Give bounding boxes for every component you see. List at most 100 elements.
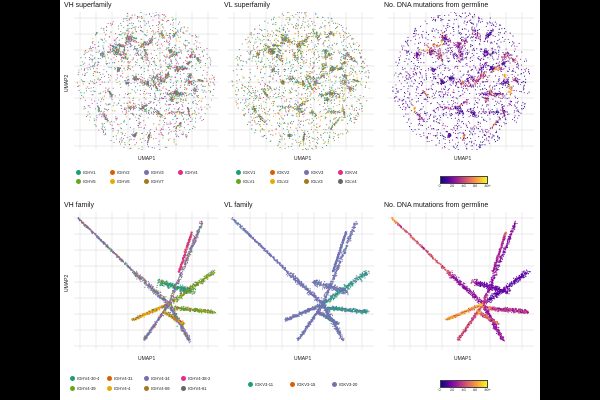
data-point — [172, 29, 174, 32]
data-point — [317, 56, 319, 58]
data-point — [269, 80, 271, 82]
data-point — [131, 75, 133, 77]
data-point — [135, 26, 137, 28]
data-point — [159, 97, 161, 99]
data-point — [124, 34, 126, 36]
data-point — [200, 100, 202, 102]
data-point — [341, 80, 343, 82]
data-point — [281, 45, 283, 47]
data-point — [149, 133, 151, 135]
data-point — [125, 54, 128, 56]
data-point — [150, 63, 153, 66]
data-point — [161, 32, 163, 34]
data-point — [257, 90, 259, 92]
data-point — [244, 115, 246, 117]
data-point — [333, 123, 336, 125]
data-point — [133, 49, 135, 51]
y-axis-label: UMAP2 — [64, 75, 70, 92]
data-point — [125, 44, 127, 46]
data-point — [116, 77, 118, 79]
data-point — [324, 131, 326, 133]
data-point — [76, 82, 78, 84]
data-point — [304, 148, 307, 150]
data-point — [120, 127, 122, 130]
data-point — [294, 90, 296, 92]
data-point — [184, 66, 186, 68]
data-point — [135, 61, 137, 63]
data-point — [195, 47, 197, 49]
data-point — [185, 56, 188, 58]
data-point — [237, 98, 239, 100]
data-point — [110, 74, 112, 76]
data-point — [300, 123, 302, 125]
data-point — [307, 130, 309, 132]
data-point — [309, 48, 311, 50]
data-point — [343, 58, 345, 60]
data-point — [126, 81, 128, 83]
data-point — [124, 47, 126, 49]
data-point — [176, 102, 178, 105]
data-point — [122, 44, 124, 46]
data-point — [165, 76, 167, 78]
data-point — [313, 70, 315, 72]
data-point — [157, 80, 159, 82]
data-point — [158, 85, 160, 88]
data-point — [179, 112, 181, 114]
data-point — [102, 55, 104, 57]
data-point — [311, 78, 314, 80]
data-point — [134, 144, 136, 146]
data-point — [183, 92, 185, 94]
data-point — [304, 17, 306, 19]
data-point — [311, 51, 313, 53]
data-point — [140, 113, 142, 115]
data-point — [163, 96, 166, 98]
data-point — [174, 97, 176, 99]
data-point — [112, 87, 114, 89]
data-point — [284, 115, 286, 117]
data-point — [318, 60, 320, 62]
data-point — [253, 114, 255, 116]
data-point — [335, 43, 337, 45]
data-point — [88, 87, 90, 90]
data-point — [267, 33, 269, 35]
data-point — [283, 37, 285, 39]
data-point — [133, 38, 136, 40]
data-point — [235, 104, 238, 106]
data-point — [169, 38, 171, 40]
data-point — [164, 146, 166, 148]
data-point — [139, 80, 142, 82]
data-point — [194, 67, 196, 70]
legend-swatch — [110, 179, 115, 185]
data-point — [187, 42, 189, 44]
data-point — [274, 113, 276, 115]
data-point — [92, 90, 94, 92]
data-point — [198, 60, 200, 62]
data-point — [153, 49, 155, 52]
data-point — [209, 106, 211, 108]
data-point — [206, 53, 208, 55]
data-point — [166, 41, 168, 43]
data-point — [291, 54, 294, 56]
data-point — [114, 59, 116, 61]
data-point — [130, 39, 132, 41]
data-point — [113, 51, 115, 53]
data-point — [109, 43, 111, 45]
data-point — [214, 84, 216, 86]
data-point — [121, 133, 123, 135]
data-point — [175, 98, 177, 100]
data-point — [313, 21, 315, 23]
data-point — [132, 38, 134, 40]
scatter-plot — [228, 12, 374, 150]
data-point — [213, 79, 216, 81]
data-point — [342, 84, 344, 86]
data-point — [254, 75, 256, 77]
data-point — [123, 45, 125, 47]
data-point — [187, 131, 190, 133]
data-point — [113, 57, 115, 59]
data-point — [146, 49, 148, 51]
data-point — [153, 72, 155, 74]
data-point — [327, 52, 329, 55]
data-point — [177, 109, 179, 111]
data-point — [349, 90, 351, 92]
data-point — [257, 33, 259, 35]
